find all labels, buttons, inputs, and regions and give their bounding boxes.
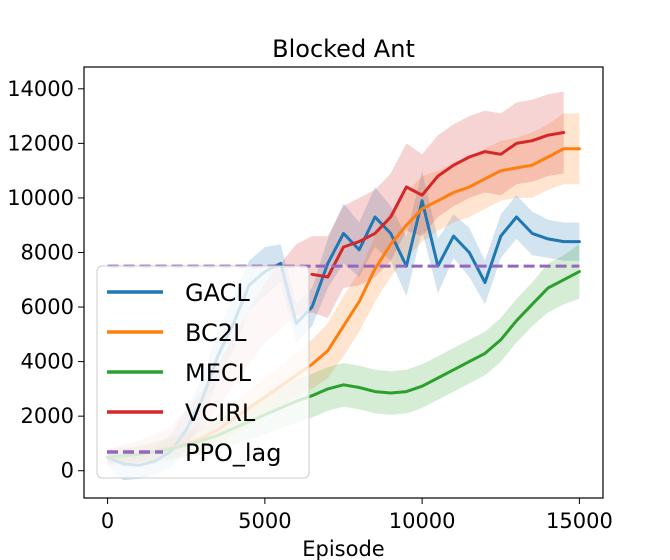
chart-title: Blocked Ant [272,35,415,63]
plot-frame [83,66,604,499]
x-tick-label: 10000 [389,509,456,533]
legend-box [96,265,310,479]
x-axis-label: Episode [302,537,384,560]
legend-label-gacl: GACL [185,279,250,307]
y-tick-label: 6000 [21,295,74,319]
x-tick-label: 15000 [546,509,613,533]
y-axis: 0 2000 4000 6000 8000 10000 12000 14000 [7,77,84,483]
legend-label-bc2l: BC2L [185,319,247,347]
y-tick-label: 4000 [21,350,74,374]
y-tick-label: 12000 [7,131,74,155]
x-axis: 0 5000 10000 15000 [101,498,613,533]
vcirl-line [310,131,566,279]
y-tick-label: 8000 [21,240,74,264]
legend-label-mecl: MECL [185,359,252,387]
y-tick-label: 10000 [7,186,74,210]
y-tick-label: 0 [61,459,74,483]
bc2l-band [107,113,580,463]
gacl-band [107,170,580,481]
legend-label-ppo-lag: PPO_lag [185,439,281,467]
x-tick-label: 5000 [238,509,291,533]
x-tick-label: 0 [101,509,114,533]
legend: GACL BC2L MECL VCIRL PPO_lag [96,265,310,479]
legend-label-vcirl: VCIRL [185,399,256,427]
y-tick-label: 2000 [21,404,74,428]
y-tick-label: 14000 [7,77,74,101]
